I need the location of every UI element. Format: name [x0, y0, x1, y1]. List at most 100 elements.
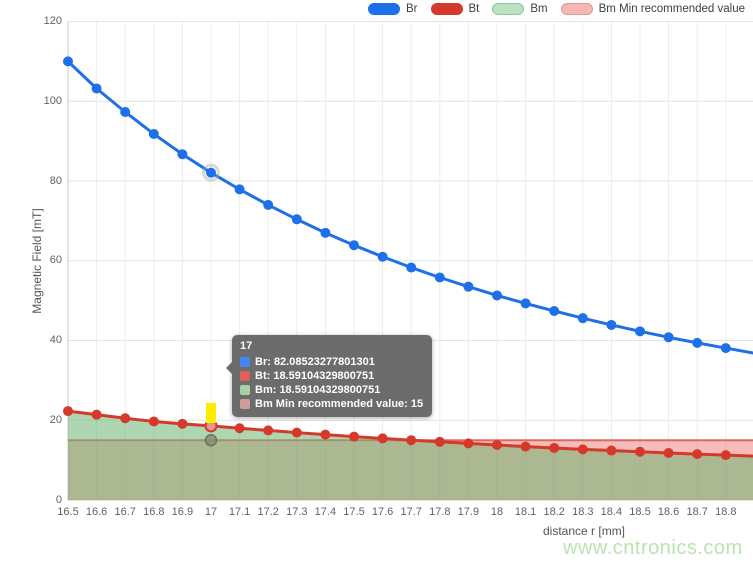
br-point-18[interactable]	[492, 290, 502, 301]
bt-point-17.3[interactable]	[291, 427, 302, 438]
tooltip-arrow	[226, 362, 232, 374]
legend-label: Bm	[530, 3, 548, 15]
bt-point-18.1[interactable]	[520, 441, 531, 452]
x-tick-label-18.2: 18.2	[543, 506, 565, 518]
bt-point-17.4[interactable]	[320, 429, 331, 440]
x-tick-label-16.9: 16.9	[171, 506, 194, 518]
watermark: www.cntronics.com	[563, 537, 743, 559]
br-point-16.8[interactable]	[148, 128, 159, 139]
bt-point-16.5[interactable]	[63, 406, 73, 417]
br-point-17.5[interactable]	[349, 240, 359, 251]
x-tick-label-18.1: 18.1	[514, 506, 537, 518]
br-point-17.3[interactable]	[291, 214, 302, 225]
br-point-16.5[interactable]	[63, 56, 73, 67]
br-point-16.6[interactable]	[91, 83, 102, 94]
tooltip-row: Bt: 18.59104329800751	[240, 370, 423, 382]
x-tick-label-18.6: 18.6	[657, 506, 680, 518]
br-point-18.4[interactable]	[606, 319, 617, 330]
x-tick-label-17.4: 17.4	[314, 506, 337, 518]
br-point-17[interactable]	[206, 167, 216, 178]
x-tick-label-17.7: 17.7	[400, 506, 422, 518]
bt-point-18.6[interactable]	[663, 447, 674, 458]
br-point-18.8[interactable]	[720, 343, 731, 354]
bt-point-17.6[interactable]	[377, 433, 388, 444]
legend-item-bt[interactable]: Bt	[430, 3, 480, 15]
x-tick-label-17: 17	[204, 506, 218, 518]
bt-point-17.2[interactable]	[263, 425, 274, 436]
tooltip-series-value: Br: 82.08523277801301	[255, 356, 375, 368]
x-tick-label-18.4: 18.4	[600, 506, 623, 518]
bm-area	[68, 411, 753, 500]
tooltip-series-value: Bm Min recommended value: 15	[255, 398, 424, 410]
legend-label: Bt	[468, 3, 480, 15]
bt-point-16.9[interactable]	[177, 418, 188, 429]
br-point-18.1[interactable]	[520, 298, 531, 309]
tooltip-row: Bm Min recommended value: 15	[240, 398, 423, 410]
x-tick-label-17.1: 17.1	[228, 506, 251, 518]
x-tick-label-18.8: 18.8	[715, 506, 737, 518]
y-tick-label-120: 120	[43, 15, 62, 27]
br-point-17.8[interactable]	[434, 272, 445, 283]
br-point-17.4[interactable]	[320, 227, 331, 238]
legend-swatch-icon	[560, 3, 593, 15]
bt-point-18.7[interactable]	[692, 449, 703, 460]
br-point-17.9[interactable]	[463, 281, 474, 292]
x-tick-label-18.7: 18.7	[686, 506, 708, 518]
x-tick-label-16.7: 16.7	[114, 506, 136, 518]
x-tick-label-17.9: 17.9	[457, 506, 480, 518]
y-tick-label-40: 40	[49, 334, 62, 346]
y-axis-title: Magnetic Field [mT]	[30, 208, 44, 314]
bt-point-17.7[interactable]	[406, 435, 417, 446]
bt-point-16.7[interactable]	[120, 413, 131, 424]
x-axis-title: distance r [mm]	[543, 524, 626, 538]
br-point-18.2[interactable]	[549, 305, 560, 316]
bt-point-18.4[interactable]	[606, 445, 617, 456]
legend-swatch-icon	[368, 3, 400, 15]
br-point-18.6[interactable]	[663, 332, 674, 343]
bt-point-18.8[interactable]	[720, 450, 731, 461]
br-point-17.7[interactable]	[406, 262, 417, 273]
y-tick-label-80: 80	[49, 174, 62, 187]
bt-point-17.9[interactable]	[463, 438, 474, 449]
legend-item-bm-min-recommended-value[interactable]: Bm Min recommended value	[560, 3, 745, 15]
br-point-16.7[interactable]	[120, 107, 131, 118]
bt-point-17.1[interactable]	[234, 423, 245, 434]
br-point-17.2[interactable]	[263, 199, 274, 210]
y-tick-label-20: 20	[49, 413, 62, 426]
tooltip: 17 Br: 82.08523277801301 Bt: 18.591043298…	[226, 335, 433, 417]
tooltip-row: Br: 82.08523277801301	[240, 356, 423, 368]
y-tick-label-0: 0	[55, 493, 62, 506]
bm-min-hover-point[interactable]	[204, 433, 218, 447]
x-tick-label-18: 18	[490, 506, 504, 518]
br-point-18.3[interactable]	[577, 313, 588, 324]
x-tick-label-18.5: 18.5	[629, 506, 651, 518]
bt-point-18.5[interactable]	[635, 446, 645, 457]
br-point-18.7[interactable]	[692, 337, 703, 348]
y-tick-label-100: 100	[43, 94, 62, 107]
br-point-16.9[interactable]	[177, 149, 188, 160]
br-point-17.6[interactable]	[377, 251, 388, 262]
br-point-17.1[interactable]	[234, 184, 245, 195]
bt-point-18[interactable]	[492, 439, 502, 450]
legend-item-bm[interactable]: Bm	[492, 3, 548, 15]
bt-point-16.8[interactable]	[148, 416, 159, 427]
tooltip-series-swatch-icon	[240, 399, 250, 409]
bt-point-18.2[interactable]	[549, 442, 560, 453]
bt-point-18.3[interactable]	[577, 444, 588, 455]
tooltip-series-value: Bt: 18.59104329800751	[255, 370, 375, 382]
legend-label: Br	[406, 3, 418, 15]
bt-point-16.6[interactable]	[91, 409, 102, 420]
hover-indicator	[206, 403, 216, 423]
tooltip-title: 17	[240, 340, 253, 352]
br-point-18.5[interactable]	[635, 326, 645, 337]
bt-point-17.8[interactable]	[434, 436, 445, 447]
legend-label: Bm Min recommended value	[598, 3, 745, 15]
bt-point-17.5[interactable]	[349, 431, 359, 442]
tooltip-series-swatch-icon	[240, 357, 250, 367]
y-tick-label-60: 60	[49, 254, 62, 267]
tooltip-row: Bm: 18.59104329800751	[240, 384, 423, 396]
legend-item-br[interactable]: Br	[368, 3, 418, 15]
tooltip-series-swatch-icon	[240, 385, 250, 395]
tooltip-series-swatch-icon	[240, 371, 250, 381]
